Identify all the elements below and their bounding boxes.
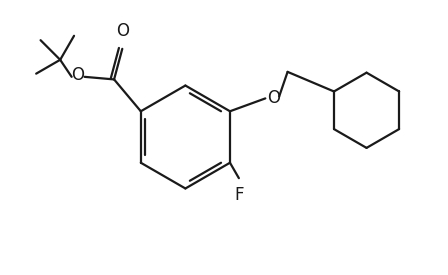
- Text: O: O: [116, 22, 129, 40]
- Text: O: O: [71, 66, 84, 84]
- Text: O: O: [267, 89, 280, 108]
- Text: F: F: [234, 186, 244, 204]
